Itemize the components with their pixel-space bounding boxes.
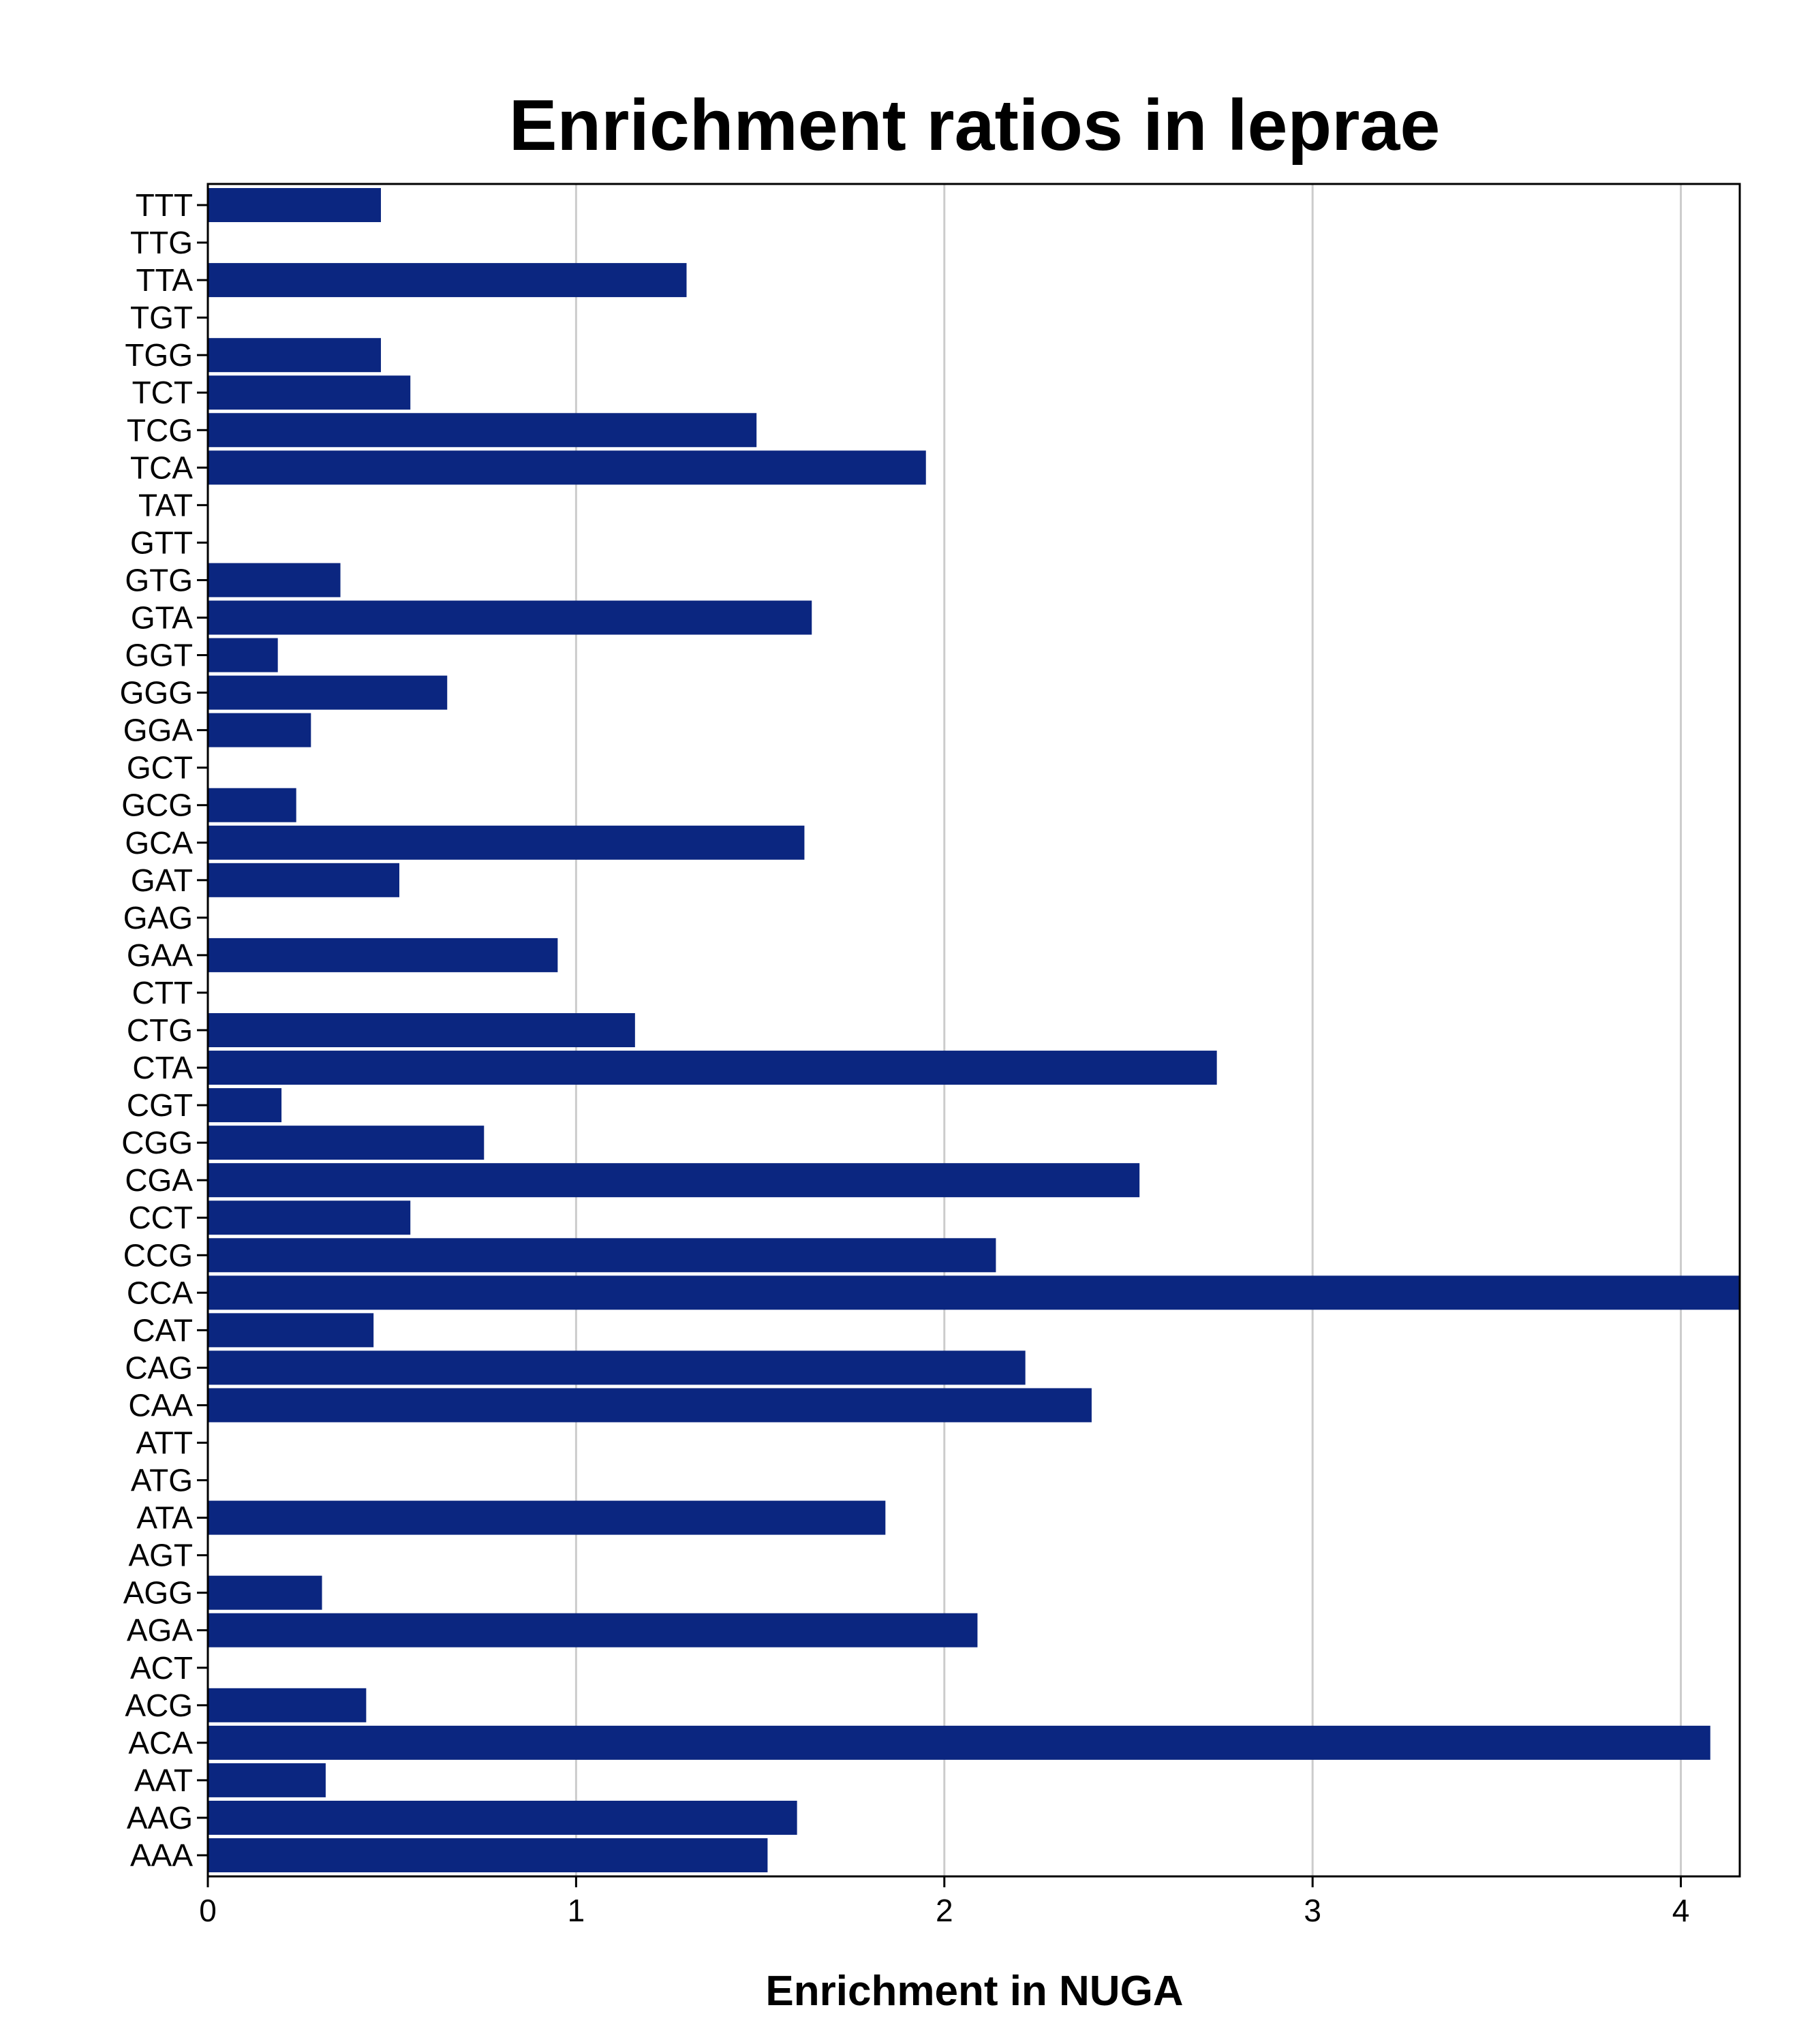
bar-cta (208, 1051, 1217, 1085)
y-tick-label: ACG (125, 1688, 193, 1723)
bar-ctg (208, 1013, 635, 1047)
y-tick-label: ATA (136, 1500, 193, 1536)
bar-cct (208, 1201, 411, 1235)
bar-tct (208, 375, 411, 410)
chart-title: Enrichment ratios in leprae (509, 85, 1441, 166)
y-tick-label: AAG (127, 1800, 193, 1836)
x-tick-label: 4 (1672, 1893, 1690, 1928)
bar-aca (208, 1725, 1710, 1760)
y-tick-label: TTG (130, 225, 193, 260)
bar-cat (208, 1313, 374, 1348)
bar-gat (208, 863, 399, 897)
y-tick-label: CAA (128, 1387, 193, 1423)
y-axis-ticks: TTTTTGTTATGTTGGTCTTCGTCATATGTTGTGGTAGGTG… (120, 187, 208, 1873)
y-tick-label: TTT (136, 187, 193, 223)
bar-ggt (208, 638, 278, 672)
bar-caa (208, 1388, 1092, 1423)
bar-agg (208, 1575, 322, 1610)
y-tick-label: CCA (127, 1275, 193, 1310)
x-tick-label: 1 (568, 1893, 585, 1928)
y-tick-label: TGG (125, 337, 193, 373)
y-tick-label: TGT (130, 300, 193, 335)
y-tick-label: CTA (132, 1050, 193, 1085)
bar-tca (208, 450, 926, 485)
y-tick-label: AGG (123, 1575, 193, 1611)
bar-cag (208, 1350, 1026, 1385)
y-tick-label: CTG (127, 1012, 193, 1048)
y-tick-label: GGT (125, 638, 193, 673)
y-tick-label: AAT (134, 1763, 193, 1798)
y-tick-label: CAT (132, 1312, 193, 1348)
y-tick-label: GTA (131, 600, 193, 636)
y-tick-label: CCG (123, 1237, 193, 1273)
bar-cca (208, 1275, 1740, 1310)
y-tick-label: ATG (131, 1463, 193, 1498)
bar-tta (208, 263, 687, 298)
y-tick-label: CGA (125, 1162, 193, 1198)
y-tick-label: GAG (123, 900, 193, 935)
y-tick-label: GGG (120, 675, 193, 711)
bar-gtg (208, 563, 341, 598)
plot-frame (206, 183, 1741, 1878)
y-tick-label: CGG (121, 1125, 193, 1160)
y-tick-label: ACA (128, 1725, 193, 1761)
bar-ggg (208, 675, 448, 710)
y-tick-label: GCA (125, 825, 193, 861)
y-tick-label: GTT (130, 525, 193, 560)
y-tick-label: CGT (127, 1087, 193, 1123)
y-tick-label: TCG (127, 412, 193, 448)
bar-cgg (208, 1126, 485, 1160)
y-tick-label: TCA (130, 450, 193, 485)
x-tick-label: 2 (936, 1893, 953, 1928)
bar-gaa (208, 938, 558, 972)
y-tick-label: CTT (132, 975, 193, 1010)
x-tick-label: 0 (199, 1893, 217, 1928)
y-tick-label: ACT (130, 1650, 193, 1686)
bar-gga (208, 713, 311, 747)
x-tick-label: 3 (1304, 1893, 1321, 1928)
y-tick-label: CCT (128, 1200, 193, 1235)
y-tick-label: GAT (131, 863, 193, 898)
bar-cga (208, 1163, 1140, 1198)
y-tick-label: GCG (121, 788, 193, 823)
x-axis-ticks: 0 1 2 3 4 (199, 1876, 1689, 1928)
bar-gca (208, 825, 805, 860)
y-tick-label: GAA (127, 938, 193, 973)
bar-aag (208, 1800, 797, 1835)
bar-ttt (208, 188, 381, 222)
bar-ccg (208, 1238, 996, 1273)
bar-gta (208, 600, 812, 635)
y-tick-label: TAT (138, 487, 193, 523)
y-tick-label: ATT (136, 1425, 193, 1461)
y-tick-label: CAG (125, 1350, 193, 1385)
bar-aga (208, 1613, 978, 1647)
y-tick-label: TCT (132, 375, 193, 410)
y-tick-label: GTG (125, 562, 193, 598)
y-tick-label: GCT (127, 750, 193, 786)
bar-aat (208, 1763, 326, 1797)
y-tick-label: AGT (128, 1538, 193, 1573)
bar-tcg (208, 413, 757, 448)
bar-aaa (208, 1838, 768, 1872)
y-tick-label: GGA (123, 713, 194, 748)
bar-gcg (208, 788, 296, 822)
y-tick-label: TTA (136, 262, 194, 298)
bar-ata (208, 1500, 886, 1535)
x-axis-label: Enrichment in NUGA (765, 1968, 1183, 2015)
y-tick-label: AGA (127, 1613, 193, 1648)
y-tick-label: AAA (130, 1838, 193, 1873)
bar-tgg (208, 338, 381, 373)
bar-acg (208, 1688, 367, 1722)
bar-cgt (208, 1088, 282, 1123)
bars (208, 188, 1740, 1872)
